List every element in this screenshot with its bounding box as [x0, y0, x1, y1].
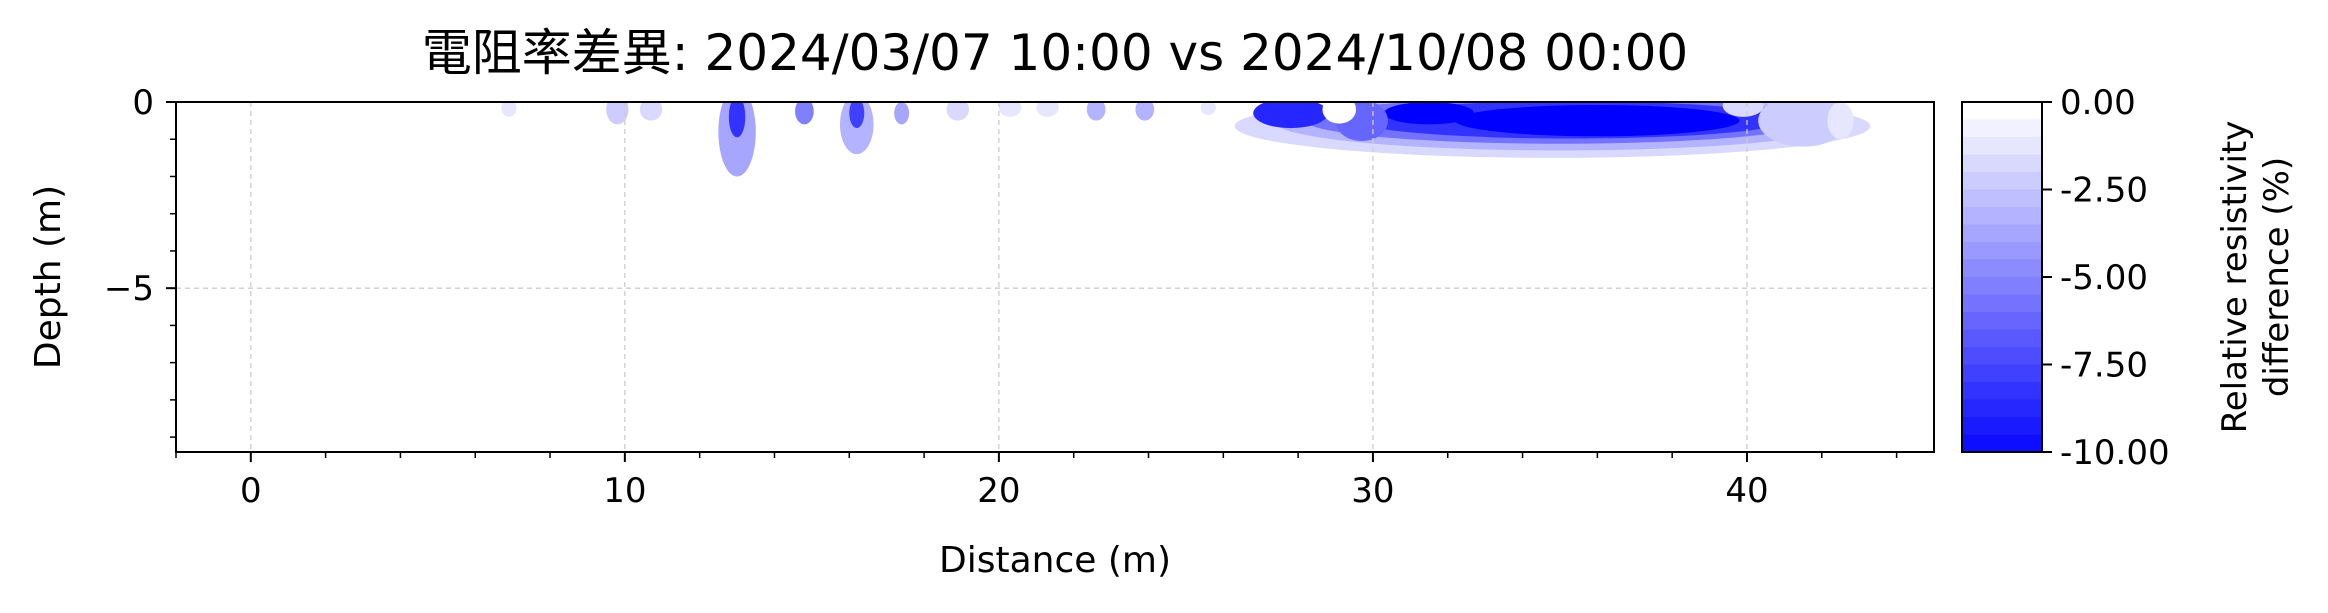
colorbar-band-4	[1962, 172, 2042, 191]
contour-anomaly-23	[1322, 102, 1357, 124]
x-tick-label-3: 30	[1351, 471, 1394, 511]
x-tick-label-0: 0	[240, 471, 262, 511]
x-tick-label-1: 10	[603, 471, 646, 511]
colorbar-band-17	[1962, 399, 2042, 418]
y-tick-label-0: 0	[132, 83, 154, 123]
colorbar-tick-label-4: -10.00	[2060, 433, 2170, 473]
colorbar-band-9	[1962, 259, 2042, 278]
colorbar-band-10	[1962, 277, 2042, 296]
contour-fill-group	[501, 102, 1871, 177]
grid-lines	[176, 101, 1934, 452]
colorbar	[1962, 102, 2042, 453]
x-tick-label-4: 40	[1725, 471, 1768, 511]
contour-anomaly-21	[1253, 102, 1329, 129]
x-axis-ticks: 0 10 20 30 40	[175, 452, 1898, 511]
contour-anomaly-2	[639, 102, 663, 121]
colorbar-band-12	[1962, 312, 2042, 331]
contour-anomaly-8	[894, 102, 910, 125]
colorbar-band-11	[1962, 294, 2042, 313]
contour-anomaly-3	[718, 102, 756, 177]
contour-anomaly-11	[1036, 102, 1059, 117]
colorbar-band-19	[1962, 434, 2042, 453]
y-axis-ticks: 0 −5	[104, 83, 176, 438]
x-axis-label: Distance (m)	[939, 540, 1171, 581]
plot-background	[176, 102, 1934, 452]
colorbar-band-16	[1962, 382, 2042, 401]
contour-anomaly-4	[728, 102, 746, 138]
colorbar-band-7	[1962, 224, 2042, 243]
colorbar-tick-label-2: -5.00	[2060, 258, 2148, 298]
y-tick-label-1: −5	[104, 269, 154, 309]
colorbar-tick-label-0: 0.00	[2060, 83, 2136, 123]
contour-anomaly-7	[849, 102, 865, 129]
contour-anomaly-14	[1200, 102, 1216, 116]
y-axis-label: Depth (m)	[28, 185, 69, 369]
colorbar-band-0	[1962, 102, 2042, 121]
colorbar-label-line2: difference (%)	[2257, 157, 2297, 397]
contour-anomaly-5	[795, 102, 814, 125]
chart-title: 電阻率差異: 2024/03/07 10:00 vs 2024/10/08 00…	[422, 24, 1689, 82]
colorbar-band-8	[1962, 242, 2042, 261]
colorbar-band-1	[1962, 119, 2042, 138]
colorbar-band-18	[1962, 417, 2042, 436]
colorbar-band-15	[1962, 364, 2042, 383]
contour-anomaly-26	[1722, 102, 1764, 117]
colorbar-tick-label-3: -7.50	[2060, 346, 2148, 386]
contour-anomaly-20	[1384, 102, 1474, 125]
contour-anomaly-25	[1827, 102, 1854, 140]
contour-anomaly-24	[1758, 102, 1848, 147]
colorbar-band-2	[1962, 137, 2042, 156]
x-tick-label-2: 20	[977, 471, 1020, 511]
contour-anomaly-9	[946, 102, 969, 121]
plot-frame	[175, 101, 1935, 453]
colorbar-band-13	[1962, 329, 2042, 348]
contour-anomaly-10	[998, 102, 1022, 117]
contour-anomaly-19	[1455, 104, 1740, 137]
colorbar-band-14	[1962, 347, 2042, 366]
colorbar-tick-label-1: -2.50	[2060, 171, 2148, 211]
colorbar-band-3	[1962, 154, 2042, 173]
colorbar-band-5	[1962, 189, 2042, 208]
contour-anomaly-0	[501, 102, 517, 117]
colorbar-ticks: 0.00 -2.50 -5.00 -7.50 -10.00	[2042, 83, 2170, 473]
contour-anomaly-1	[606, 102, 629, 125]
contour-anomaly-12	[1086, 102, 1106, 121]
contour-anomaly-13	[1135, 102, 1155, 121]
colorbar-band-6	[1962, 207, 2042, 226]
colorbar-label-line1: Relative resistivity	[2215, 121, 2255, 434]
